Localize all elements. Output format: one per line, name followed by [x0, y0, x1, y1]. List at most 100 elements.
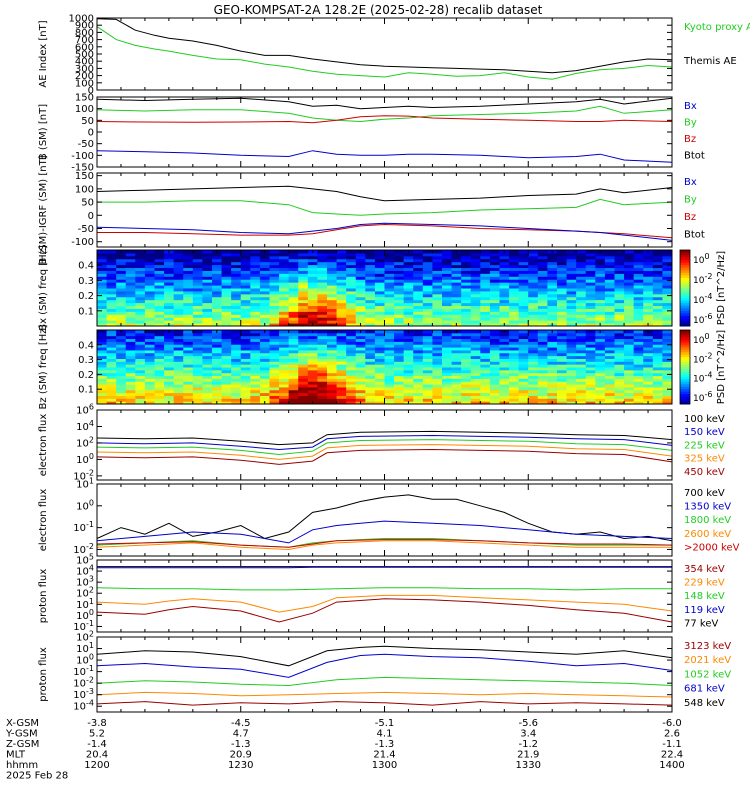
heatmap-cell — [432, 364, 443, 368]
heatmap-cell — [557, 358, 568, 362]
heatmap-cell — [509, 293, 520, 298]
heatmap-cell — [240, 361, 251, 365]
heatmap-cell — [557, 398, 568, 402]
heatmap-cell — [307, 276, 318, 280]
heatmap-cell — [394, 320, 405, 324]
heatmap-cell — [489, 250, 500, 254]
heatmap-cell — [442, 369, 453, 374]
heatmap-cell — [624, 381, 635, 385]
heatmap-cell — [125, 302, 136, 307]
heatmap-cell — [547, 317, 558, 321]
heatmap-cell — [97, 375, 108, 379]
heatmap-cell — [652, 341, 663, 345]
heatmap-cell — [403, 311, 414, 315]
heatmap-cell — [422, 299, 433, 304]
heatmap-cell — [547, 355, 558, 359]
heatmap-cell — [269, 250, 280, 254]
heatmap-cell — [240, 330, 251, 334]
heatmap-cell — [413, 335, 424, 340]
heatmap-cell — [528, 378, 539, 382]
heatmap-cell — [451, 375, 462, 379]
heatmap-cell — [624, 335, 635, 340]
heatmap-cell — [442, 381, 453, 385]
heatmap-cell — [489, 279, 500, 283]
heatmap-cell — [307, 252, 318, 257]
heatmap-cell — [624, 261, 635, 266]
heatmap-cell — [288, 341, 299, 345]
heatmap-cell — [231, 302, 242, 307]
legend-entry: Bz — [684, 212, 696, 223]
y-tick-label: 10-2 — [73, 676, 94, 690]
y-tick-label: 101 — [76, 477, 94, 491]
heatmap-cell — [288, 384, 299, 388]
heatmap-cell — [633, 252, 644, 257]
heatmap-cell — [164, 352, 175, 357]
heatmap-cell — [547, 392, 558, 396]
heatmap-cell — [164, 375, 175, 379]
heatmap-cell — [259, 392, 270, 396]
heatmap-cell — [461, 384, 472, 388]
heatmap-cell — [413, 367, 424, 371]
heatmap-cell — [154, 276, 165, 280]
heatmap-cell — [231, 288, 242, 292]
heatmap-cell — [413, 364, 424, 368]
heatmap-cell — [566, 349, 577, 354]
heatmap-cell — [116, 311, 127, 315]
heatmap-cell — [97, 320, 108, 324]
heatmap-cell — [106, 258, 117, 263]
heatmap-cell — [259, 349, 270, 354]
heatmap-cell — [365, 358, 376, 362]
heatmap-cell — [604, 314, 615, 318]
heatmap-cell — [413, 279, 424, 283]
heatmap-cell — [106, 375, 117, 379]
heatmap-cell — [566, 311, 577, 315]
heatmap-cell — [173, 398, 184, 402]
heatmap-cell — [317, 401, 328, 405]
heatmap-cell — [116, 358, 127, 362]
series-line-354-kev — [96, 598, 673, 623]
heatmap-cell — [509, 296, 520, 301]
heatmap-cell — [365, 273, 376, 277]
heatmap-cell — [307, 293, 318, 298]
heatmap-cell — [250, 285, 261, 289]
heatmap-cell — [192, 358, 203, 362]
colorbar-swatch — [680, 277, 690, 281]
heatmap-cell — [259, 285, 270, 289]
heatmap-cell — [346, 308, 357, 312]
y-tick-label: 0 — [88, 211, 94, 222]
heatmap-cell — [355, 299, 366, 304]
heatmap-cell — [643, 255, 654, 260]
legend-entry: 2600 keV — [684, 529, 731, 540]
heatmap-cell — [279, 320, 290, 324]
heatmap-cell — [509, 395, 520, 399]
heatmap-cell — [413, 314, 424, 318]
heatmap-cell — [585, 401, 596, 405]
heatmap-cell — [384, 299, 395, 304]
heatmap-cell — [633, 320, 644, 324]
heatmap-cell — [288, 317, 299, 321]
heatmap-cell — [652, 296, 663, 301]
heatmap-cell — [240, 290, 251, 295]
heatmap-cell — [633, 330, 644, 334]
heatmap-cell — [604, 302, 615, 307]
colorbar-swatch — [680, 362, 690, 366]
heatmap-cell — [595, 367, 606, 371]
heatmap-cell — [231, 332, 242, 337]
heatmap-cell — [451, 398, 462, 402]
heatmap-cell — [652, 364, 663, 368]
heatmap-cell — [470, 389, 481, 394]
heatmap-cell — [432, 285, 443, 289]
heatmap-cell — [355, 398, 366, 402]
heatmap-cell — [298, 320, 309, 324]
heatmap-cell — [250, 261, 261, 266]
heatmap-cell — [489, 398, 500, 402]
y-axis-label: B (SM) [nT] — [38, 104, 49, 160]
heatmap-cell — [624, 358, 635, 362]
heatmap-cell — [221, 349, 232, 354]
heatmap-cell — [298, 296, 309, 301]
heatmap-cell — [279, 344, 290, 348]
heatmap-cell — [547, 349, 558, 354]
heatmap-cell — [537, 381, 548, 385]
heatmap-cell — [365, 384, 376, 388]
heatmap-cell — [135, 344, 146, 348]
